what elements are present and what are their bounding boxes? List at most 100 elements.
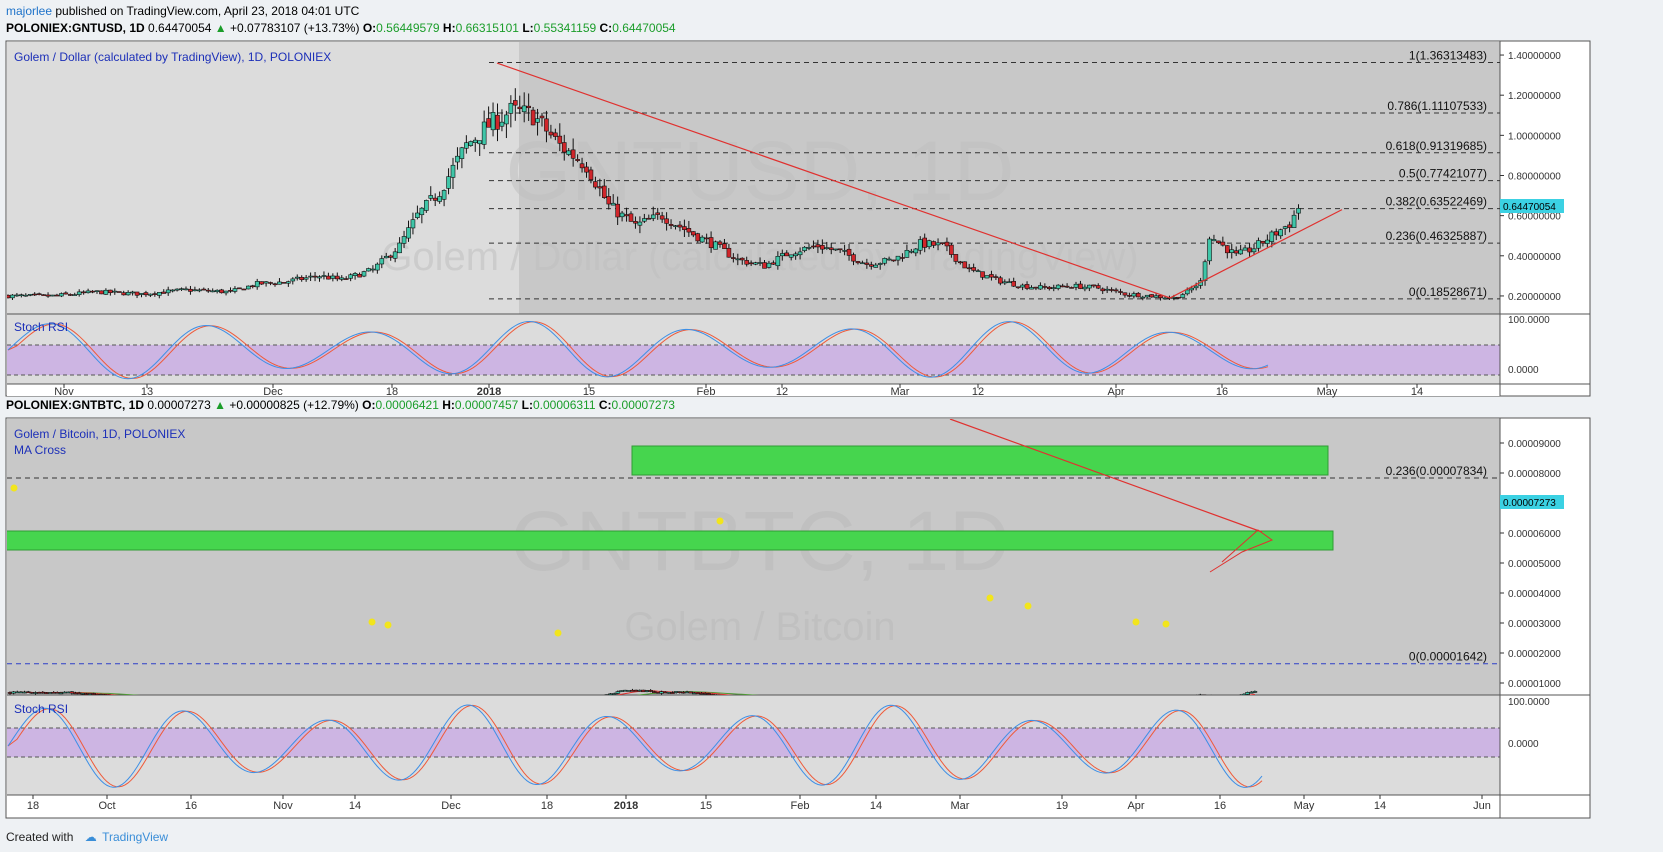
publish-info: published on TradingView.com, April 23, … (55, 4, 360, 18)
candle-up (263, 281, 269, 284)
candle-down (102, 694, 107, 695)
gntusd-left-shade (7, 42, 519, 314)
candle-down (1287, 224, 1292, 228)
x-tick-label: 14 (1411, 386, 1423, 398)
candle-up (112, 290, 118, 293)
candle-down (486, 118, 491, 128)
gntbtc-symbol: POLONIEX:GNTBTC, 1D (6, 398, 145, 412)
candle-down (624, 214, 629, 217)
gntusd-low: 0.55341159 (533, 21, 597, 35)
candle-down (980, 271, 985, 278)
x-tick-label: 18 (541, 800, 553, 812)
gntusd-close: 0.64470054 (612, 21, 676, 35)
x-tick-label: 14 (870, 800, 882, 812)
candle-up (375, 263, 380, 271)
candle-up (72, 294, 78, 296)
candle-down (771, 262, 776, 265)
fib-level-label: 0.382(0.63522469) (1386, 195, 1487, 209)
x-tick-label: May (1317, 386, 1338, 398)
candle-up (125, 292, 131, 296)
candle-down (615, 203, 620, 218)
candle-up (477, 140, 483, 145)
candle-down (579, 163, 585, 169)
tradingview-logo-icon[interactable]: ☁ (84, 830, 97, 844)
candle-up (1002, 281, 1008, 284)
candle-down (530, 109, 536, 126)
gntbtc-change: +0.00000825 (+12.79%) (229, 398, 359, 412)
candle-down (601, 185, 607, 198)
candle-up (76, 291, 82, 295)
candle-up (392, 251, 398, 259)
gntusd-symbol: POLONIEX:GNTUSD, 1D (6, 21, 145, 35)
candle-up (410, 219, 416, 229)
candle-down (1136, 292, 1141, 298)
candle-down (949, 244, 954, 255)
candle-up (806, 247, 812, 249)
candle-up (1207, 238, 1212, 262)
candle-up (352, 273, 358, 276)
candle-up (775, 256, 781, 267)
candle-up (1180, 294, 1186, 298)
candle-down (588, 169, 594, 181)
candle-up (877, 263, 883, 265)
candle-up (179, 288, 184, 290)
candle-up (423, 200, 429, 211)
candle-up (1171, 297, 1177, 299)
candle-down (108, 289, 113, 294)
candle-up (1256, 240, 1261, 249)
candle-up (909, 250, 914, 253)
author-link[interactable]: majorlee (6, 4, 53, 18)
candle-up (157, 292, 162, 296)
candle-up (1189, 287, 1194, 291)
x-tick-label: May (1294, 800, 1315, 812)
gntusd-stoch-band (7, 345, 1500, 375)
fib-level-label: 0.786(1.11107533) (1387, 99, 1487, 113)
candle-down (606, 196, 612, 205)
fib-level-label: 1(1.36313483) (1409, 48, 1487, 62)
candle-up (926, 240, 932, 248)
publish-line: majorlee published on TradingView.com, A… (6, 4, 359, 18)
candle-up (254, 281, 260, 288)
candle-up (481, 121, 487, 145)
candle-down (1033, 286, 1039, 289)
candle-down (1047, 286, 1052, 290)
candle-down (655, 212, 661, 215)
candle-down (815, 244, 821, 248)
candle-down (677, 224, 683, 228)
tradingview-link[interactable]: TradingView (102, 830, 169, 844)
candle-up (339, 277, 345, 280)
y-tick-label: 0.00005000 (1508, 559, 1561, 570)
candle-down (989, 274, 994, 278)
candle-up (779, 253, 785, 257)
candle-up (450, 164, 456, 178)
candle-down (54, 294, 60, 297)
candle-up (935, 242, 941, 246)
fib-level-label: 0(0.00001642) (1409, 650, 1487, 664)
downtrend-line (949, 419, 1263, 533)
candle-down (957, 261, 963, 264)
candle-up (246, 285, 251, 290)
gntusd-last-price-text: 0.64470054 (1503, 202, 1556, 213)
candle-down (570, 149, 576, 159)
candle-down (851, 254, 856, 262)
candle-down (668, 224, 674, 226)
gntbtc-stoch-band (7, 728, 1500, 757)
candle-down (739, 257, 745, 261)
candle-down (584, 166, 589, 173)
candle-down (1127, 295, 1132, 297)
candle-down (1113, 289, 1119, 292)
gntusd-title: Golem / Dollar (calculated by TradingVie… (14, 50, 331, 64)
candle-up (1251, 248, 1257, 253)
candle-down (1024, 284, 1030, 289)
y-tick-label: 1.40000000 (1508, 51, 1561, 62)
candle-down (1091, 284, 1097, 287)
candle-down (237, 287, 242, 290)
candle-down (940, 242, 945, 244)
candle-down (281, 282, 287, 284)
candle-down (526, 105, 531, 109)
candle-up (464, 142, 469, 149)
candle-up (210, 290, 215, 293)
candle-down (45, 294, 51, 297)
up-arrow-icon: ▲ (214, 21, 227, 35)
